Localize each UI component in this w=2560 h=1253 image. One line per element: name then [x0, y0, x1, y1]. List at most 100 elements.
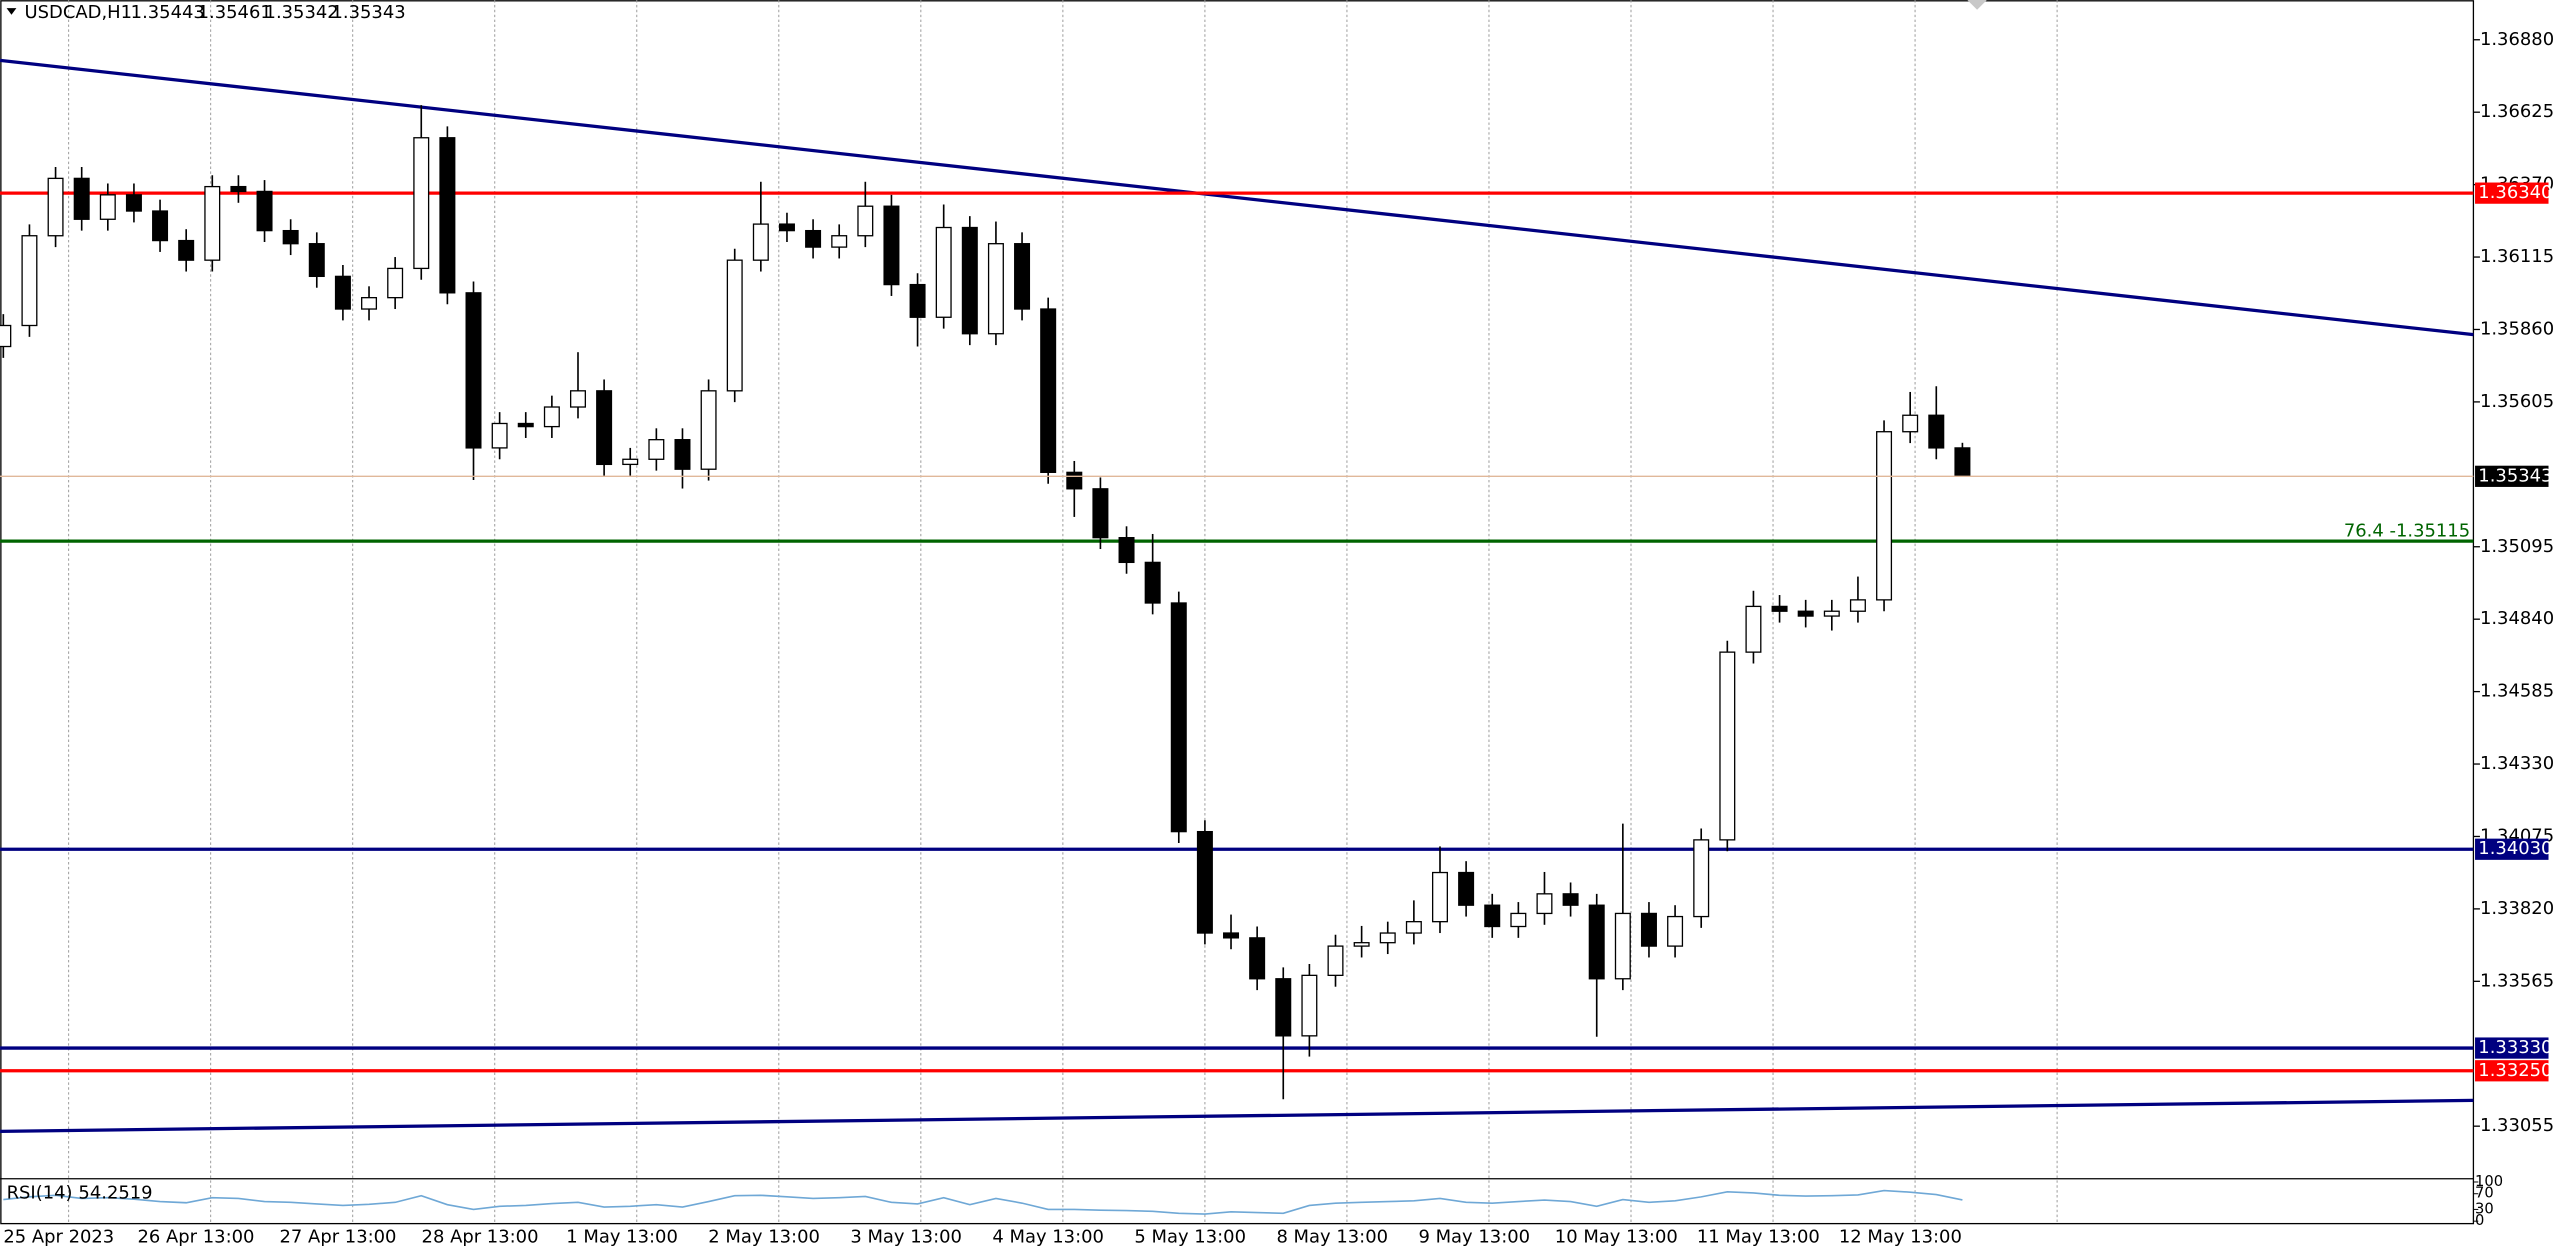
x-tick-label: 25 Apr 2023 [3, 1226, 114, 1247]
level-label: 1.36340 [2478, 182, 2552, 203]
candle-body [987, 243, 1004, 335]
trendline [0, 58, 2474, 337]
candle-body [596, 390, 613, 466]
y-tick-label: 1.34840 [2480, 608, 2554, 629]
x-tick-label: 1 May 13:00 [566, 1226, 678, 1247]
candle-body [1327, 945, 1344, 977]
y-tick-label: 1.34585 [2480, 681, 2554, 702]
y-tick-label: 1.36115 [2480, 246, 2554, 267]
x-tick-label: 2 May 13:00 [708, 1226, 820, 1247]
menu-arrow [6, 8, 17, 15]
candle-body [1223, 932, 1240, 939]
candle-body [700, 390, 717, 470]
candle-body [1405, 921, 1422, 934]
x-tick-label: 3 May 13:00 [850, 1226, 962, 1247]
candle-body [1014, 243, 1031, 310]
candle-body [491, 422, 508, 449]
candle-body [1849, 599, 1866, 612]
candle-body [517, 422, 534, 428]
candle-body [1510, 912, 1527, 928]
candle-body [230, 185, 247, 193]
current-price-label: 1.35343 [2478, 465, 2552, 486]
candle-body [726, 259, 743, 392]
candle-body [622, 458, 639, 466]
candle-body [1144, 561, 1161, 604]
rsi-tick-label: 0 [2475, 1212, 2484, 1229]
candle-body [1536, 893, 1553, 915]
candle-body [361, 297, 378, 310]
rsi-tick-label: 30 [2475, 1200, 2494, 1217]
candle-body [465, 292, 482, 449]
candle-body [935, 226, 952, 318]
candle-body [752, 223, 769, 261]
rsi-value: 54.2519 [78, 1182, 152, 1203]
x-tick-label: 4 May 13:00 [992, 1226, 1104, 1247]
level-label: 1.33250 [2478, 1060, 2552, 1081]
candle-body [99, 194, 116, 220]
candle-body [387, 267, 404, 299]
candle-body [1275, 978, 1292, 1037]
y-tick-label: 1.36625 [2480, 101, 2554, 122]
candle-body [1614, 912, 1631, 980]
candle-body [1640, 912, 1657, 947]
candle-body [569, 390, 586, 408]
candle-body [334, 275, 351, 310]
x-tick-label: 28 Apr 13:00 [422, 1226, 539, 1247]
candle-body [47, 177, 64, 237]
candle-body [73, 177, 90, 220]
header-close: 1.35343 [331, 2, 405, 23]
y-tick-label: 1.34330 [2480, 753, 2554, 774]
candle-body [204, 185, 221, 261]
candle-body [21, 235, 38, 327]
candle-body [648, 439, 665, 460]
current-price-tag [2475, 465, 2549, 487]
candle-body [543, 406, 560, 428]
header-low: 1.35342 [265, 2, 339, 23]
candle-body [1562, 893, 1579, 906]
candle-body [1876, 431, 1893, 601]
candle-body [1667, 915, 1684, 947]
rsi-tick-label: 100 [2475, 1173, 2503, 1190]
candle-body [1092, 488, 1109, 539]
candle-body [1379, 932, 1396, 944]
candle-body [1249, 937, 1266, 980]
candle-body [1902, 414, 1919, 433]
candle-body [1040, 308, 1057, 473]
y-tick-label: 1.33820 [2480, 898, 2554, 919]
candle-body [282, 229, 299, 245]
x-tick-label: 11 May 13:00 [1697, 1226, 1820, 1247]
candle-body [178, 239, 195, 261]
candle-body [778, 223, 795, 232]
candle-body [1484, 904, 1501, 928]
candle-body [1771, 605, 1788, 612]
level-label: 1.33330 [2478, 1037, 2552, 1058]
x-tick-label: 8 May 13:00 [1276, 1226, 1388, 1247]
candle-body [831, 235, 848, 248]
candle-body [125, 194, 142, 212]
candle-body [1353, 942, 1370, 947]
candle-body [1301, 974, 1318, 1037]
candle-body [1170, 602, 1187, 833]
x-tick-label: 10 May 13:00 [1555, 1226, 1678, 1247]
shift-marker [1967, 0, 1987, 10]
candle-body [961, 226, 978, 335]
candle-body [1693, 839, 1710, 918]
candle-body [439, 137, 456, 294]
candle-body [1458, 871, 1475, 906]
candle-body [152, 210, 169, 242]
x-tick-label: 27 Apr 13:00 [280, 1226, 397, 1247]
level-tag [2475, 838, 2549, 860]
x-tick-label: 9 May 13:00 [1418, 1226, 1530, 1247]
rsi-line [3, 1189, 1963, 1215]
candle-body [1823, 610, 1840, 617]
header-open: 1.35443 [131, 2, 205, 23]
trendline [0, 1098, 2474, 1134]
candle-body [857, 205, 874, 237]
candle-body [1954, 447, 1971, 477]
candle-body [883, 205, 900, 286]
rsi-tick-label: 70 [2475, 1185, 2494, 1202]
y-tick-label: 1.33565 [2480, 970, 2554, 991]
candle-body [1196, 830, 1213, 934]
candle-body [1118, 537, 1135, 564]
